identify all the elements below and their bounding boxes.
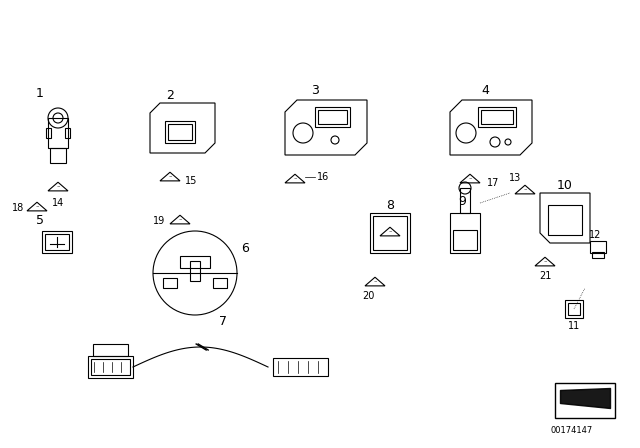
Bar: [42, 231, 72, 253]
Text: 11: 11: [568, 321, 580, 331]
Bar: [48, 118, 68, 148]
Bar: [213, 278, 227, 288]
Bar: [91, 359, 130, 375]
Text: ~: ~: [543, 260, 547, 264]
Bar: [165, 121, 195, 143]
Bar: [88, 356, 133, 378]
Text: 14: 14: [52, 198, 64, 208]
Bar: [481, 110, 513, 124]
Bar: [180, 256, 210, 268]
Text: 6: 6: [241, 241, 249, 254]
Text: ~: ~: [468, 177, 472, 181]
Text: 10: 10: [557, 178, 573, 191]
Bar: [65, 128, 70, 138]
Text: ~: ~: [373, 280, 377, 284]
Text: 15: 15: [185, 176, 197, 186]
Bar: [168, 124, 192, 140]
Text: ~: ~: [56, 185, 60, 189]
Bar: [592, 252, 604, 258]
Text: 3: 3: [311, 83, 319, 96]
Bar: [315, 107, 350, 127]
Text: ~: ~: [524, 188, 527, 192]
Bar: [478, 107, 516, 127]
Text: ~: ~: [179, 218, 182, 222]
Text: 8: 8: [386, 198, 394, 211]
Text: ~: ~: [293, 177, 297, 181]
Bar: [590, 241, 606, 253]
Text: 17: 17: [487, 178, 499, 188]
Bar: [460, 188, 470, 213]
Text: 20: 20: [362, 291, 374, 301]
Bar: [45, 234, 69, 250]
Bar: [273, 358, 328, 376]
Text: 00174147: 00174147: [551, 426, 593, 435]
Text: 5: 5: [36, 214, 44, 227]
Bar: [46, 128, 51, 138]
Text: ~: ~: [168, 175, 172, 179]
Text: ~: ~: [35, 205, 39, 209]
Bar: [568, 303, 580, 315]
Text: 1: 1: [36, 86, 44, 99]
Text: 9: 9: [458, 194, 466, 207]
Text: 12: 12: [589, 230, 601, 240]
Bar: [50, 148, 66, 163]
Bar: [548, 205, 582, 235]
Bar: [450, 213, 480, 253]
Bar: [190, 261, 200, 281]
Text: 4: 4: [481, 83, 489, 96]
Bar: [373, 216, 407, 250]
Bar: [370, 213, 410, 253]
Text: 2: 2: [166, 89, 174, 102]
Bar: [565, 300, 583, 318]
Text: 16: 16: [317, 172, 329, 182]
Bar: [93, 344, 128, 356]
Text: 19: 19: [153, 216, 165, 226]
Bar: [555, 383, 615, 418]
Text: 7: 7: [219, 314, 227, 327]
Text: ~: ~: [388, 230, 392, 234]
Text: 21: 21: [539, 271, 551, 281]
Bar: [453, 230, 477, 250]
Bar: [163, 278, 177, 288]
Text: 18: 18: [12, 203, 24, 213]
Bar: [318, 110, 347, 124]
Text: 13: 13: [509, 173, 521, 183]
